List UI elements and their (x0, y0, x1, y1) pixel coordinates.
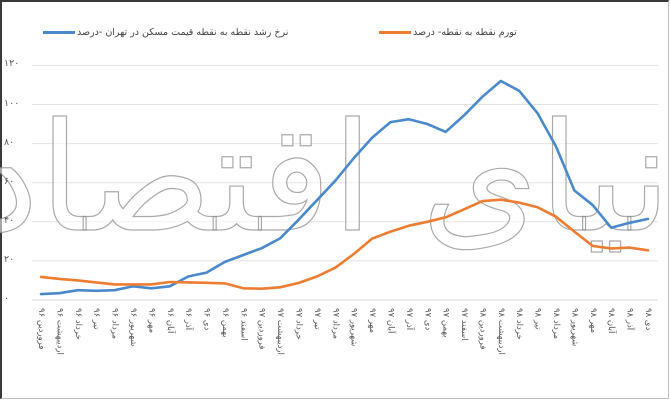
x-tick-label: تیر ۹۷ (311, 308, 322, 330)
x-tick-label: شهریور ۹۸ (569, 308, 580, 347)
x-tick-label: بهمن ۹۷ (440, 308, 451, 338)
x-tick-label: آذر ۹۷ (403, 308, 414, 331)
x-tick-label: دی ۹۸ (643, 308, 653, 331)
x-tick-label: مرداد ۹۷ (330, 308, 341, 340)
x-tick-label: دی ۹۶ (201, 308, 212, 331)
x-tick-label: اردیبهشت ۹۸ (495, 308, 506, 355)
x-tick-label: خرداد ۹۷ (293, 308, 304, 340)
x-tick-label: تیر ۹۸ (532, 308, 543, 330)
x-tick-label: مهر ۹۶ (146, 308, 157, 334)
x-tick-label: شهریور ۹۶ (127, 308, 138, 347)
x-tick-label: مهر ۹۸ (587, 308, 598, 334)
x-tick-label: اردیبهشت ۹۶ (54, 308, 65, 355)
gridlines (32, 64, 658, 301)
x-tick-label: فروردین ۹۷ (256, 308, 267, 350)
series-inflation-line (39, 198, 650, 291)
y-tick-label: ۲۰ (4, 253, 15, 265)
x-tick-label: اسفند ۹۷ (459, 308, 470, 341)
legend-label-housing: نرخ رشد نقطه به نقطه قیمت مسکن در تهران … (77, 27, 289, 38)
x-tick-label: فروردین ۹۸ (477, 308, 488, 350)
y-tick-label: ۱۲۰ (4, 58, 20, 70)
x-tick-label: خرداد ۹۸ (514, 308, 525, 340)
legend-swatch-orange-icon (379, 31, 411, 34)
x-tick-label: دی ۹۷ (422, 308, 433, 331)
watermark-text: دنیای اقتصاد (0, 92, 670, 266)
y-tick-label: ۰ (4, 293, 10, 304)
y-tick-label: ۱۰۰ (4, 97, 20, 109)
chart-legend: تورم نقطه به نقطه- درصد نرخ رشد نقطه به … (0, 27, 670, 43)
legend-swatch-blue-icon (43, 31, 75, 34)
series-housing-line (39, 79, 650, 296)
legend-item-housing: نرخ رشد نقطه به نقطه قیمت مسکن در تهران … (42, 27, 288, 38)
x-tick-label: فروردین ۹۶ (36, 308, 46, 350)
x-tick-label: اردیبهشت ۹۷ (275, 308, 286, 355)
y-tick-label: ۸۰ (4, 136, 15, 148)
x-tick-label: آبان ۹۷ (385, 308, 396, 334)
x-tick-label: آذر ۹۸ (624, 308, 635, 331)
y-tick-label: ۴۰ (4, 214, 15, 226)
x-tick-label: مرداد ۹۸ (551, 308, 562, 340)
legend-label-inflation: تورم نقطه به نقطه- درصد (413, 27, 517, 38)
x-tick-label: آبان ۹۶ (164, 308, 175, 334)
x-tick-label: تیر ۹۶ (91, 308, 102, 330)
series-lines (39, 79, 650, 296)
watermark-logo: دنیای اقتصاد (0, 91, 670, 266)
x-tick-label: مهر ۹۷ (367, 308, 378, 334)
x-tick-label: شهریور ۹۷ (348, 308, 359, 347)
legend-item-inflation: تورم نقطه به نقطه- درصد (378, 27, 517, 38)
x-tick-label: اسفند ۹۶ (238, 308, 249, 341)
x-tick-label: بهمن ۹۶ (219, 308, 230, 338)
x-tick-label: آذر ۹۶ (183, 308, 194, 331)
x-tick-label: آبان ۹۸ (606, 308, 617, 334)
x-tick-label: مرداد ۹۶ (109, 308, 120, 340)
x-tick-label: خرداد ۹۶ (72, 308, 83, 340)
y-tick-label: ۶۰ (4, 175, 15, 187)
